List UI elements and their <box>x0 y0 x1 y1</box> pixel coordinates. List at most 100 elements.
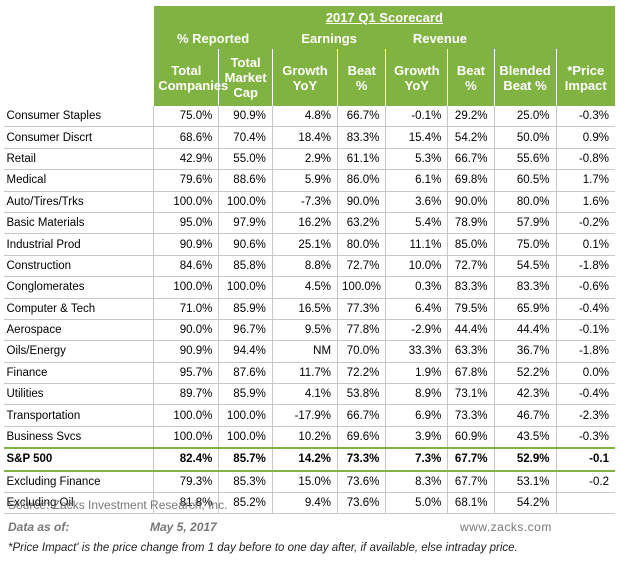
table-cell: -17.9% <box>271 404 338 427</box>
table-cell: 16.5% <box>271 298 338 320</box>
table-cell: 54.2% <box>447 126 495 149</box>
table-cell: -7.3% <box>271 191 338 213</box>
table-row: Industrial Prod 90.9% 90.6% 25.1% 80.0% 11.1%… <box>3 233 615 256</box>
table-cell: 0.0% <box>555 362 615 385</box>
row-label: Industrial Prod <box>3 233 154 256</box>
table-cell: 90.9% <box>153 233 219 256</box>
table-cell: 67.7% <box>447 470 495 494</box>
table-row: Aerospace 90.0% 96.7% 9.5% 77.8% -2.9% 44.4% 44… <box>3 319 615 342</box>
table-cell: -0.2 <box>555 470 615 494</box>
table-cell: 85.3% <box>218 470 273 494</box>
row-label: Aerospace <box>3 319 154 342</box>
site-link[interactable]: www.zacks.com <box>460 520 552 534</box>
table-row: Computer & Tech 71.0% 85.9% 16.5% 77.3% 6.4% 7… <box>3 298 615 320</box>
table-cell: 100.0% <box>153 276 219 299</box>
row-label: Transportation <box>3 404 154 427</box>
table-cell: 77.3% <box>337 298 386 320</box>
table-row: Oils/Energy 90.9% 94.4% NM 70.0% 33.3% 63.3% 36… <box>3 340 615 363</box>
table-cell: 55.6% <box>493 148 556 171</box>
table-cell: 6.1% <box>385 169 448 192</box>
table-cell: 83.3% <box>493 276 556 299</box>
table-cell: 72.2% <box>337 362 386 385</box>
table-cell: 86.0% <box>337 169 386 192</box>
table-cell: 60.5% <box>493 169 556 192</box>
table-cell <box>555 492 615 515</box>
table-cell: 63.2% <box>337 212 386 235</box>
table-cell: 11.7% <box>271 362 338 385</box>
table-cell: -0.1% <box>385 106 448 128</box>
table-cell: 2.9% <box>271 148 338 171</box>
sp500-row: S&P 500 82.4% 85.7% 14.2% 73.3% 7.3% 67.7% 52.9… <box>3 447 615 472</box>
col-blended-beat: Blended Beat % <box>493 49 556 106</box>
table-cell: 100.0% <box>218 404 273 427</box>
table-cell: 71.0% <box>153 298 219 320</box>
group-revenue: Revenue <box>385 28 495 49</box>
table-cell: -0.1% <box>555 319 615 342</box>
table-cell: 90.0% <box>153 319 219 342</box>
row-label: Retail <box>3 148 154 171</box>
table-title: 2017 Q1 Scorecard <box>153 6 615 28</box>
col-revenue-growth: Growth YoY <box>385 49 448 106</box>
data-as-of-date: May 5, 2017 <box>150 520 217 534</box>
table-cell: 1.6% <box>555 191 615 213</box>
table-cell: 100.0% <box>218 191 273 213</box>
data-as-of-label: Data as of: <box>8 520 70 534</box>
table-cell: 73.1% <box>447 383 495 406</box>
table-cell: 8.9% <box>385 383 448 406</box>
table-row: Construction 84.6% 85.8% 8.8% 72.7% 10.0% 72.7… <box>3 255 615 278</box>
col-total-companies: Total Companies <box>153 49 228 106</box>
table-cell: 85.2% <box>218 492 273 515</box>
table-cell: 6.9% <box>385 404 448 427</box>
table-cell: 87.6% <box>218 362 273 385</box>
table-cell: 55.0% <box>218 148 273 171</box>
row-label: Consumer Discrt <box>3 126 154 149</box>
row-label: Excluding Oil <box>3 492 154 515</box>
table-row: Conglomerates 100.0% 100.0% 4.5% 100.0% 0.3% 8… <box>3 276 615 299</box>
table-cell: 67.7% <box>447 447 495 472</box>
table-cell: 90.9% <box>153 340 219 363</box>
table-cell: 25.1% <box>271 233 338 256</box>
table-cell: 100.0% <box>153 191 219 213</box>
table-cell: 5.9% <box>271 169 338 192</box>
table-cell: 100.0% <box>153 426 219 449</box>
row-label: Conglomerates <box>3 276 154 299</box>
table-cell: 68.6% <box>153 126 219 149</box>
table-cell: 100.0% <box>218 276 273 299</box>
table-cell: 83.3% <box>337 126 386 149</box>
row-label: Utilities <box>3 383 154 406</box>
table-cell: 43.5% <box>493 426 556 449</box>
table-cell: 63.3% <box>447 340 495 363</box>
table-cell: 90.9% <box>218 106 273 128</box>
table-row: Excluding Oil 81.8% 85.2% 9.4% 73.6% 5.0% 68.1… <box>3 492 615 515</box>
table-cell: -0.2% <box>555 212 615 235</box>
table-cell: 9.4% <box>271 492 338 515</box>
table-cell: 18.4% <box>271 126 338 149</box>
table-cell: 25.0% <box>493 106 556 128</box>
table-cell: 95.7% <box>153 362 219 385</box>
table-cell: 85.9% <box>218 298 273 320</box>
row-label: Auto/Tires/Trks <box>3 191 154 213</box>
table-cell: 8.3% <box>385 470 448 494</box>
table-cell: 78.9% <box>447 212 495 235</box>
table-cell: 89.7% <box>153 383 219 406</box>
table-cell: 4.8% <box>271 106 338 128</box>
column-header-row: Total Companies Total Market Cap Growth … <box>2 49 615 106</box>
row-label: Business Svcs <box>3 426 154 449</box>
table-row: Medical 79.6% 88.6% 5.9% 86.0% 6.1% 69.8% 60.5%… <box>3 169 615 192</box>
table-cell: 83.3% <box>447 276 495 299</box>
table-cell: 88.6% <box>218 169 273 192</box>
table-cell: 66.7% <box>337 106 386 128</box>
col-price-impact: *Price Impact <box>555 49 615 106</box>
table-cell: 73.3% <box>337 447 386 472</box>
table-cell: 0.9% <box>555 126 615 149</box>
table-cell: 0.1% <box>555 233 615 256</box>
row-label: Construction <box>3 255 154 278</box>
row-label: Computer & Tech <box>3 298 154 320</box>
table-cell: 1.7% <box>555 169 615 192</box>
table-cell: 84.6% <box>153 255 219 278</box>
table-cell: 73.6% <box>337 470 386 494</box>
table-cell: 73.3% <box>447 404 495 427</box>
table-cell: -0.3% <box>555 426 615 449</box>
table-cell: NM <box>271 340 338 363</box>
